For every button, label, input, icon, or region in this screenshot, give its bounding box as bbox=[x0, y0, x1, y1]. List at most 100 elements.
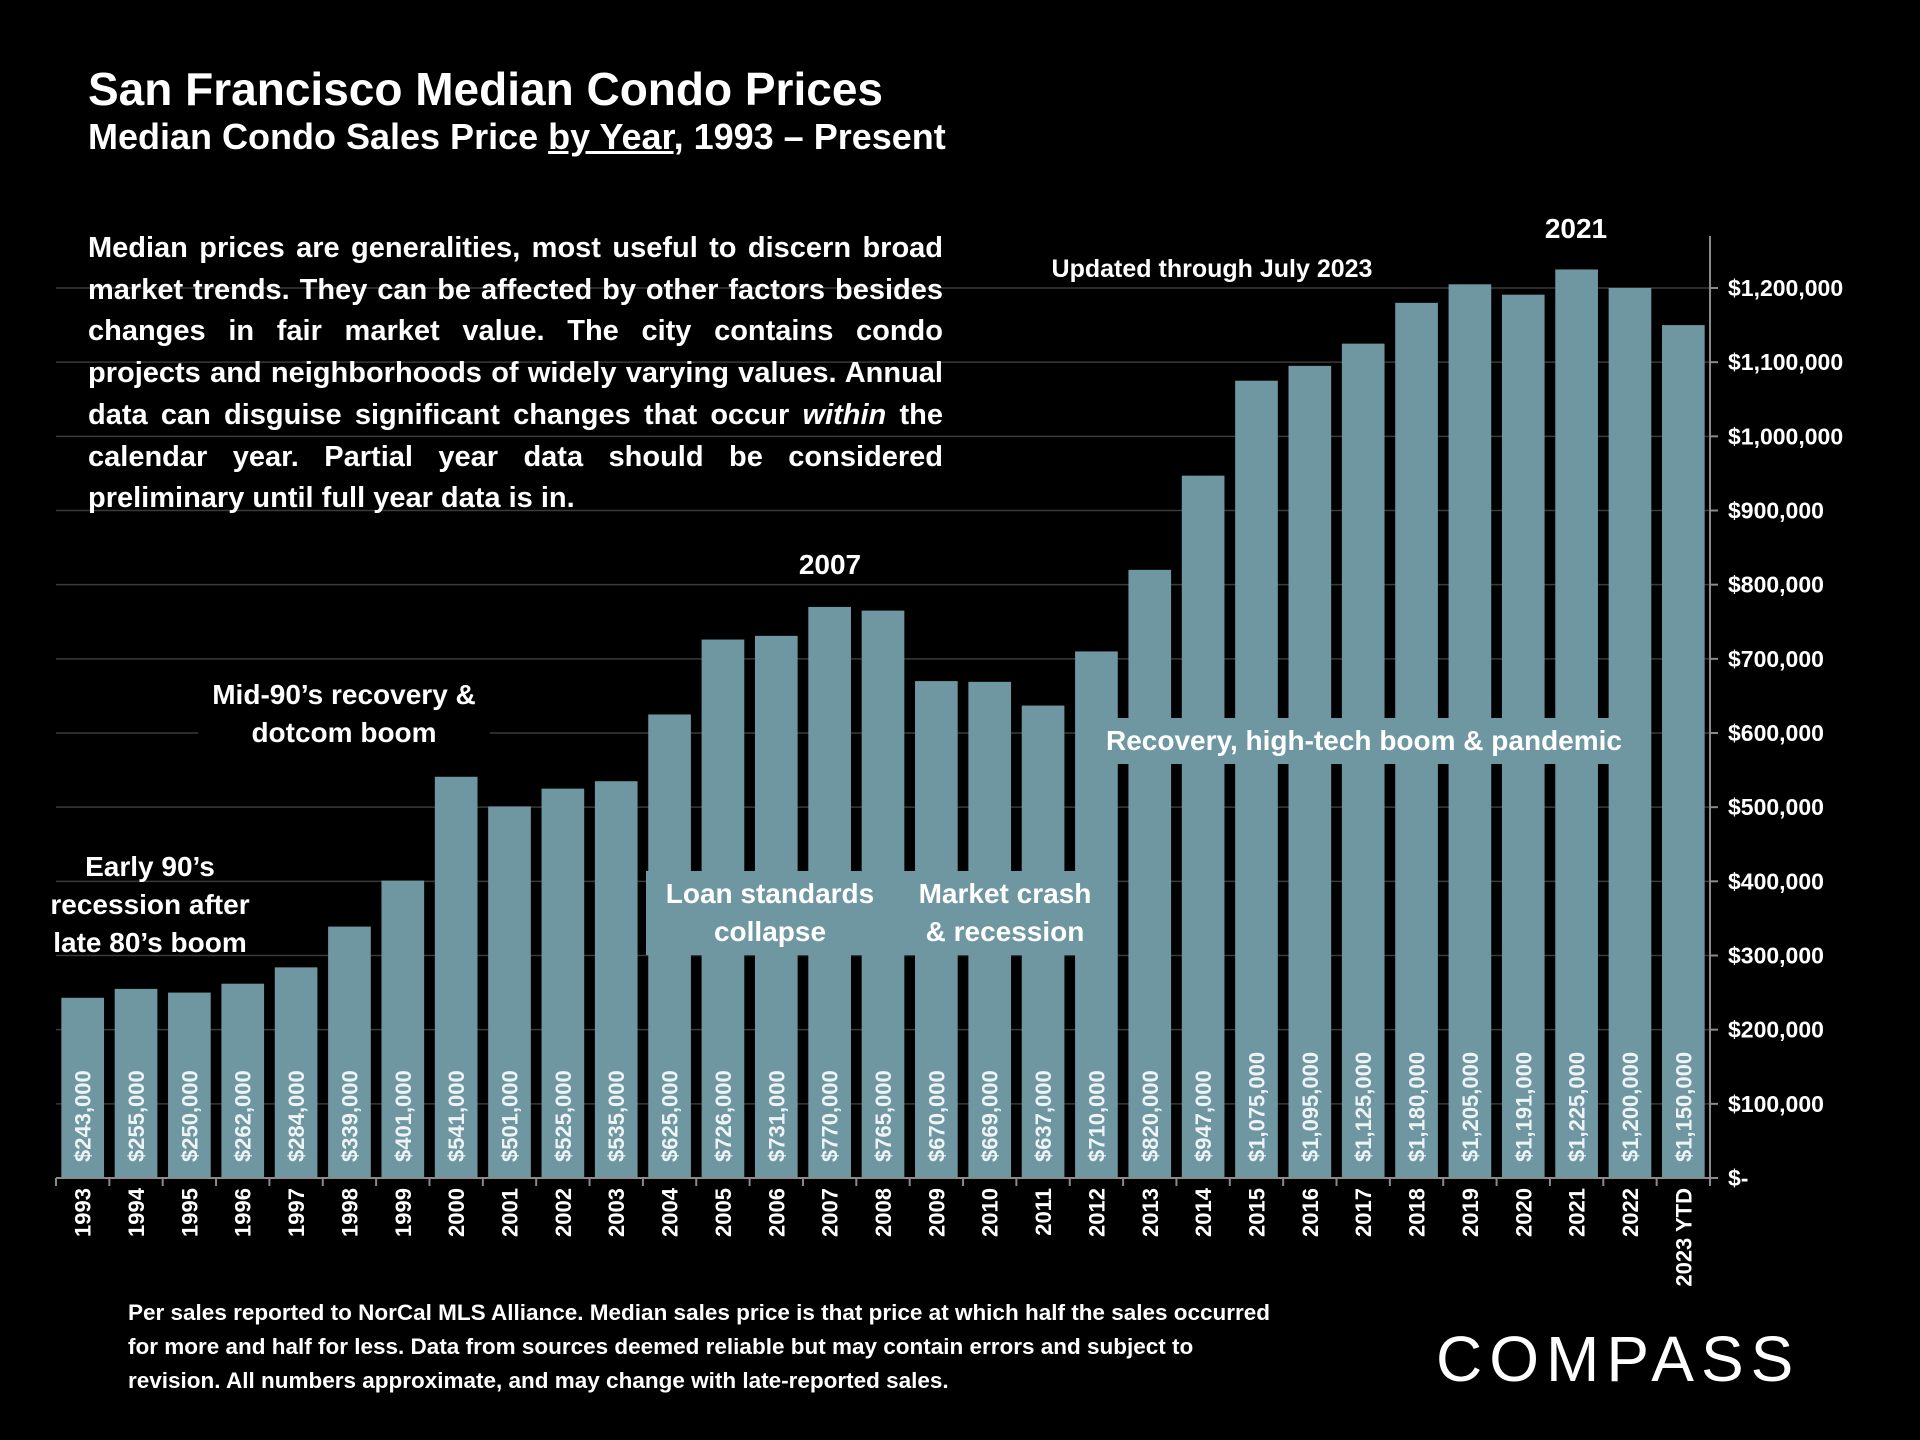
description-part-2: the calendar year. Partial year data sho… bbox=[88, 398, 943, 515]
footnote: Per sales reported to NorCal MLS Allianc… bbox=[128, 1300, 1271, 1393]
x-tick-label: 2005 bbox=[711, 1188, 736, 1237]
data-label: $1,191,000 bbox=[1511, 1052, 1536, 1162]
chart-title: San Francisco Median Condo Prices bbox=[88, 63, 883, 115]
data-label: $501,000 bbox=[498, 1070, 523, 1162]
data-label: $284,000 bbox=[284, 1070, 309, 1162]
data-label: $401,000 bbox=[391, 1070, 416, 1162]
x-tick-label: 2009 bbox=[924, 1188, 949, 1237]
data-label: $1,125,000 bbox=[1351, 1052, 1376, 1162]
y-tick-label: $600,000 bbox=[1728, 720, 1824, 746]
x-tick-label: 2011 bbox=[1031, 1188, 1056, 1236]
data-label: $1,205,000 bbox=[1458, 1052, 1483, 1162]
data-label: $765,000 bbox=[871, 1070, 896, 1162]
bar-2001 bbox=[488, 806, 531, 1178]
x-tick-label: 2003 bbox=[604, 1188, 629, 1237]
x-tick-label: 2018 bbox=[1405, 1188, 1430, 1237]
subtitle-underlined: by Year bbox=[548, 116, 674, 157]
x-tick-label: 2008 bbox=[871, 1188, 896, 1237]
x-tick-label: 1994 bbox=[124, 1187, 149, 1237]
bar-1996 bbox=[221, 983, 265, 1178]
y-tick-label: $1,200,000 bbox=[1728, 275, 1843, 301]
annotation-early-90s: Early 90’s recession after late 80’s boo… bbox=[50, 851, 250, 958]
x-tick-label: 1996 bbox=[231, 1188, 256, 1237]
x-tick-label: 2022 bbox=[1618, 1188, 1643, 1237]
bar-2015 bbox=[1235, 380, 1278, 1178]
data-label: $731,000 bbox=[764, 1070, 789, 1162]
annotation-loan-standards: Loan standards collapse bbox=[646, 871, 894, 955]
data-label: $1,225,000 bbox=[1565, 1052, 1590, 1162]
bar-2002 bbox=[541, 788, 585, 1178]
bar-2023-ytd bbox=[1661, 325, 1705, 1178]
x-tick-label: 2023 YTD bbox=[1671, 1188, 1696, 1287]
data-label: $243,000 bbox=[71, 1070, 96, 1162]
y-tick-label: $200,000 bbox=[1728, 1017, 1824, 1043]
x-tick-label: 2000 bbox=[444, 1188, 469, 1237]
x-tick-label: 2002 bbox=[551, 1188, 576, 1237]
annotation-recovery: Recovery, high-tech boom & pandemic bbox=[1096, 718, 1632, 764]
x-tick-label: 1995 bbox=[177, 1188, 202, 1237]
bar-1994 bbox=[114, 988, 158, 1178]
x-tick-label: 1998 bbox=[337, 1188, 362, 1237]
subtitle-suffix: , 1993 – Present bbox=[673, 116, 946, 157]
annotation-updated: Updated through July 2023 bbox=[1051, 255, 1373, 283]
data-label: $339,000 bbox=[337, 1070, 362, 1162]
data-label: $1,075,000 bbox=[1244, 1052, 1269, 1162]
description-italic: within bbox=[802, 398, 887, 431]
y-tick-label: $1,000,000 bbox=[1728, 423, 1843, 449]
bar-1997 bbox=[274, 967, 318, 1178]
x-tick-label: 2020 bbox=[1511, 1188, 1536, 1237]
chart-subtitle: Median Condo Sales Price by Year, 1993 –… bbox=[88, 116, 946, 158]
x-tick-label: 2019 bbox=[1458, 1188, 1483, 1237]
annotation-market-crash: Market crash & recession bbox=[898, 871, 1112, 955]
y-tick-label: $- bbox=[1728, 1165, 1748, 1191]
y-tick-label: $1,100,000 bbox=[1728, 349, 1843, 375]
subtitle-prefix: Median Condo Sales Price bbox=[88, 116, 549, 157]
x-tick-label: 2013 bbox=[1138, 1188, 1163, 1237]
data-label: $770,000 bbox=[818, 1070, 843, 1162]
data-label: $669,000 bbox=[978, 1070, 1003, 1162]
data-label: $1,095,000 bbox=[1298, 1052, 1323, 1162]
bar-1995 bbox=[168, 992, 211, 1178]
y-tick-label: $700,000 bbox=[1728, 646, 1824, 672]
x-tick-label: 2006 bbox=[764, 1188, 789, 1237]
data-label: $255,000 bbox=[124, 1070, 149, 1162]
x-tick-label: 1993 bbox=[71, 1188, 96, 1237]
x-tick-label: 2012 bbox=[1084, 1188, 1109, 1237]
data-label: $726,000 bbox=[711, 1070, 736, 1162]
annotation-mid-90s: Mid-90’s recovery & dotcom boom bbox=[198, 674, 490, 754]
data-label: $1,200,000 bbox=[1618, 1052, 1643, 1162]
data-label: $670,000 bbox=[924, 1070, 949, 1162]
x-tick-label: 1997 bbox=[284, 1188, 309, 1237]
description-part-1: Median prices are generalities, most use… bbox=[88, 232, 943, 431]
bar-2016 bbox=[1288, 365, 1332, 1178]
data-label: $947,000 bbox=[1191, 1070, 1216, 1162]
x-tick-label: 2015 bbox=[1244, 1188, 1269, 1237]
bar-1998 bbox=[328, 926, 371, 1178]
data-label: $262,000 bbox=[231, 1070, 256, 1162]
compass-logo: COMPASS bbox=[1436, 1323, 1801, 1395]
x-tick-label: 2017 bbox=[1351, 1188, 1376, 1237]
x-tick-label: 2007 bbox=[818, 1188, 843, 1237]
data-label: $541,000 bbox=[444, 1070, 469, 1162]
annotation-peak-2021: 2021 bbox=[1544, 213, 1608, 244]
data-label: $1,180,000 bbox=[1405, 1052, 1430, 1162]
x-tick-label: 2010 bbox=[978, 1188, 1003, 1237]
y-tick-label: $400,000 bbox=[1728, 868, 1824, 894]
bar-2013 bbox=[1128, 569, 1172, 1178]
bar-1993 bbox=[61, 997, 105, 1178]
data-label: $250,000 bbox=[177, 1070, 202, 1162]
y-tick-label: $900,000 bbox=[1728, 498, 1824, 524]
y-tick-label: $300,000 bbox=[1728, 943, 1824, 969]
data-label: $535,000 bbox=[604, 1070, 629, 1162]
x-tick-label: 2014 bbox=[1191, 1187, 1216, 1237]
description-text: Median prices are generalities, most use… bbox=[88, 228, 943, 520]
data-label: $525,000 bbox=[551, 1070, 576, 1162]
bar-2014 bbox=[1181, 475, 1225, 1178]
x-tick-label: 2016 bbox=[1298, 1188, 1323, 1237]
y-tick-label: $100,000 bbox=[1728, 1091, 1824, 1117]
data-label: $625,000 bbox=[658, 1070, 683, 1162]
x-tick-label: 1999 bbox=[391, 1188, 416, 1237]
bar-2000 bbox=[434, 776, 478, 1178]
y-tick-label: $500,000 bbox=[1728, 794, 1824, 820]
